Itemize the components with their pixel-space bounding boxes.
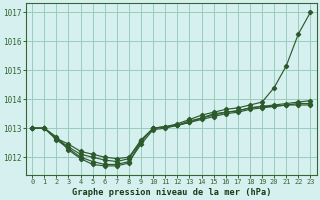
X-axis label: Graphe pression niveau de la mer (hPa): Graphe pression niveau de la mer (hPa): [72, 188, 271, 197]
